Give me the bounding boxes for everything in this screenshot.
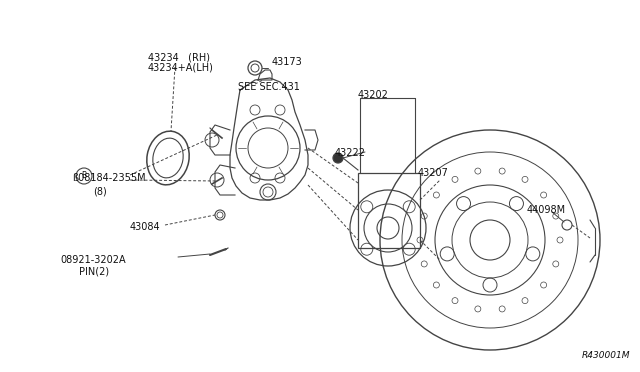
Text: 08921-3202A: 08921-3202A (60, 255, 125, 265)
Text: ß08184-2355M: ß08184-2355M (72, 173, 146, 183)
Text: 44098M: 44098M (527, 205, 566, 215)
Bar (358, 173, 420, 248)
Text: 43173: 43173 (272, 57, 303, 67)
Circle shape (333, 153, 343, 163)
Text: (8): (8) (93, 186, 107, 196)
Text: B: B (81, 171, 86, 180)
Text: 43084: 43084 (130, 222, 161, 232)
Text: 43202: 43202 (358, 90, 389, 100)
Text: 43234   (RH): 43234 (RH) (148, 52, 210, 62)
Text: SEE SEC.431: SEE SEC.431 (238, 82, 300, 92)
Text: 43207: 43207 (418, 168, 449, 178)
Text: PIN(2): PIN(2) (79, 267, 109, 277)
Text: 43234+A(LH): 43234+A(LH) (148, 63, 214, 73)
Text: R430001M: R430001M (582, 351, 630, 360)
Text: 43222: 43222 (335, 148, 366, 158)
